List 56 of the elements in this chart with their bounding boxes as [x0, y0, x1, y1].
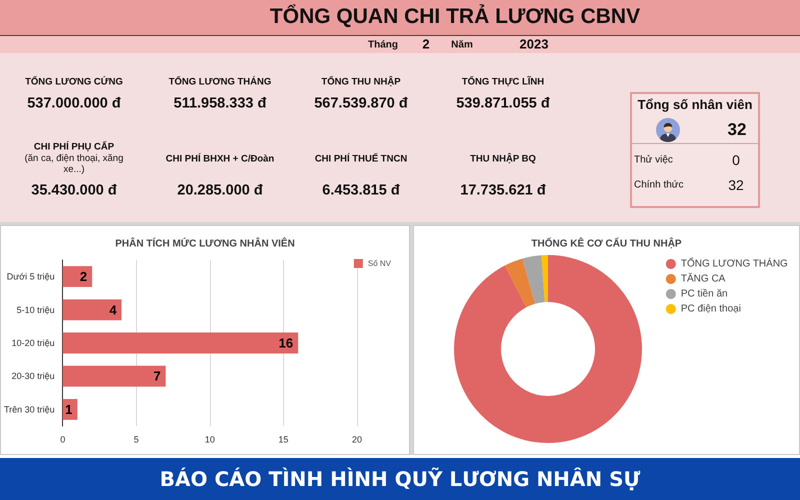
x-tick-label: 15: [278, 434, 288, 444]
text: Chính thức: [634, 179, 684, 191]
data-label: 7: [153, 368, 161, 384]
legend-label: PC điện thoại: [680, 304, 741, 314]
legend-label: TỔNG LƯƠNG THÁNG: [680, 258, 788, 270]
text: CHI PHÍ BHXH + C/Đoàn: [166, 154, 274, 166]
text: Tháng: [368, 39, 398, 51]
text: 537.000.000 đ: [27, 96, 121, 112]
y-tick-label: 20-30 triệu: [12, 371, 55, 382]
text: Tổng số nhân viên: [636, 97, 754, 112]
legend-label: PC tiền ăn: [680, 288, 728, 300]
text: 20.285.000 đ: [177, 182, 263, 200]
legend-label: Số NV: [368, 259, 392, 268]
y-tick-label: Dưới 5 triệu: [6, 272, 55, 282]
x-tick-label: 10: [204, 434, 215, 444]
text: 2: [422, 36, 430, 52]
text: 32: [728, 120, 746, 140]
text: Thử việc: [634, 154, 673, 166]
y-tick-label: 5-10 triệu: [16, 304, 55, 315]
text: TỔNG THU NHẬP: [321, 76, 401, 88]
chart-title: PHÂN TÍCH MỨC LƯƠNG NHÂN VIÊN: [115, 238, 295, 250]
text: 2023: [520, 36, 548, 52]
bar: [62, 266, 92, 288]
bar: [62, 366, 166, 387]
text: CHI PHÍ THUẾ TNCN: [314, 154, 408, 166]
text: 6.453.815 đ: [322, 182, 400, 200]
text: 0: [732, 152, 740, 168]
text: TỔNG THỰC LĨNH: [462, 76, 544, 88]
y-tick-label: 10-20 triệu: [12, 338, 55, 348]
text: BÁO CÁO TÌNH HÌNH QUỸ LƯƠNG NHÂN SỰ: [160, 467, 640, 491]
text: 17.735.621 đ: [460, 182, 546, 200]
data-label: 4: [109, 302, 118, 318]
x-tick-label: 5: [134, 434, 139, 444]
text: TỔNG QUAN CHI TRẢ LƯƠNG CBNV: [268, 5, 642, 29]
text: 539.871.055 đ: [456, 96, 550, 112]
text: 567.539.870 đ: [314, 96, 408, 112]
legend-label: TĂNG CA: [680, 272, 726, 284]
bar: [62, 299, 122, 320]
x-tick-label: 20: [352, 434, 362, 444]
data-label: 16: [278, 336, 294, 350]
text: 511.958.333 đ: [174, 96, 266, 112]
text: TỔNG LƯƠNG CỨNG: [25, 76, 123, 88]
text: TỔNG LƯƠNG THÁNG: [168, 76, 272, 88]
text: CHI PHÍ PHỤ CẤP: [34, 142, 114, 154]
x-tick-label: 0: [60, 434, 66, 444]
y-tick-label: Trên 30 triệu: [4, 404, 55, 414]
text: 32: [728, 176, 744, 194]
chart-title: THỐNG KÊ CƠ CẤU THU NHẬP: [531, 238, 682, 250]
data-label: 1: [65, 402, 72, 417]
bar: [62, 398, 78, 420]
bar: [62, 332, 298, 354]
data-label: 2: [80, 269, 88, 284]
text: THU NHẬP BQ: [470, 154, 536, 166]
text: (ăn ca, điện thoại, xăng xe...): [24, 153, 124, 176]
text: 35.430.000 đ: [31, 182, 117, 200]
text: Năm: [451, 39, 473, 51]
